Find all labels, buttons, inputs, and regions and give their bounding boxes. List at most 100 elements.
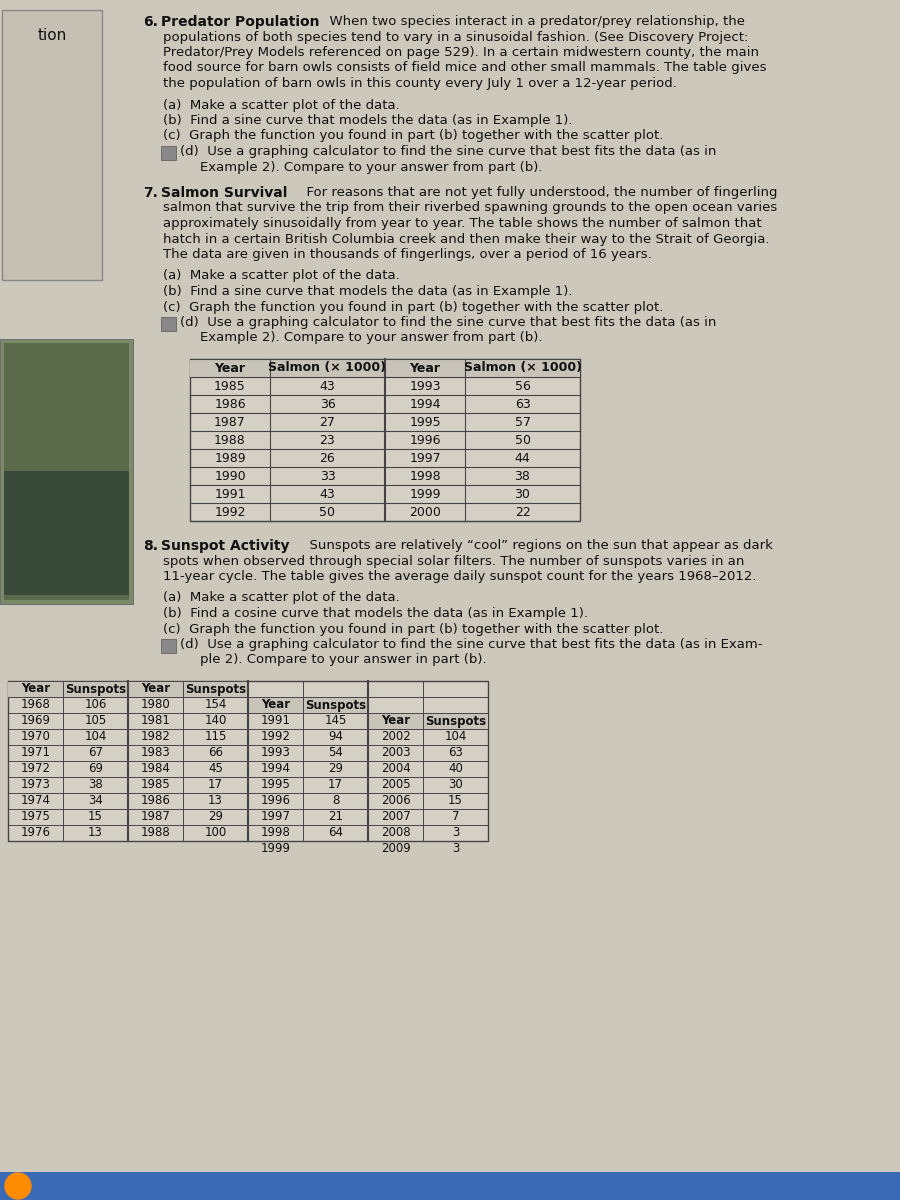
- Text: 1999: 1999: [410, 487, 441, 500]
- Text: 17: 17: [208, 779, 223, 792]
- Text: Salmon (× 1000): Salmon (× 1000): [464, 361, 581, 374]
- Bar: [368, 713, 488, 728]
- Text: For reasons that are not yet fully understood, the number of fingerling: For reasons that are not yet fully under…: [298, 186, 778, 199]
- Text: 104: 104: [85, 731, 107, 744]
- Text: 106: 106: [85, 698, 107, 712]
- Text: 29: 29: [328, 762, 343, 775]
- Text: 1987: 1987: [214, 415, 246, 428]
- Text: 63: 63: [448, 746, 463, 760]
- Text: (a)  Make a scatter plot of the data.: (a) Make a scatter plot of the data.: [163, 270, 400, 282]
- Bar: [2, 10, 102, 280]
- Text: 1987: 1987: [140, 810, 170, 823]
- Text: 1976: 1976: [21, 827, 50, 840]
- Text: 8: 8: [332, 794, 339, 808]
- Text: 104: 104: [445, 731, 467, 744]
- Text: 38: 38: [515, 469, 530, 482]
- Text: Example 2). Compare to your answer from part (b).: Example 2). Compare to your answer from …: [200, 331, 543, 344]
- Text: 34: 34: [88, 794, 103, 808]
- Text: tion: tion: [38, 28, 67, 43]
- Text: 30: 30: [515, 487, 530, 500]
- Text: Year: Year: [381, 714, 410, 727]
- Text: 1991: 1991: [260, 714, 291, 727]
- Text: 36: 36: [320, 397, 336, 410]
- Text: 1983: 1983: [140, 746, 170, 760]
- Text: 2004: 2004: [381, 762, 410, 775]
- Text: (a)  Make a scatter plot of the data.: (a) Make a scatter plot of the data.: [163, 98, 400, 112]
- Text: Year: Year: [261, 698, 290, 712]
- Text: spots when observed through special solar filters. The number of sunspots varies: spots when observed through special sola…: [163, 554, 744, 568]
- Text: (d)  Use a graphing calculator to find the sine curve that best fits the data (a: (d) Use a graphing calculator to find th…: [180, 145, 716, 158]
- Text: approximately sinusoidally from year to year. The table shows the number of salm: approximately sinusoidally from year to …: [163, 217, 761, 230]
- Text: hatch in a certain British Columbia creek and then make their way to the Strait : hatch in a certain British Columbia cree…: [163, 233, 769, 246]
- Text: 1982: 1982: [140, 731, 170, 744]
- Text: 1997: 1997: [410, 451, 441, 464]
- Text: 2005: 2005: [381, 779, 410, 792]
- Text: 30: 30: [448, 779, 463, 792]
- Text: 50: 50: [320, 505, 336, 518]
- Text: 67: 67: [88, 746, 103, 760]
- Text: Year: Year: [21, 683, 50, 696]
- Text: 45: 45: [208, 762, 223, 775]
- Text: the population of barn owls in this county every July 1 over a 12-year period.: the population of barn owls in this coun…: [163, 77, 677, 90]
- Text: 154: 154: [204, 698, 227, 712]
- Bar: [8, 680, 488, 841]
- Bar: [161, 638, 176, 653]
- Text: salmon that survive the trip from their riverbed spawning grounds to the open oc: salmon that survive the trip from their …: [163, 202, 778, 215]
- Text: 1969: 1969: [21, 714, 50, 727]
- Text: 1989: 1989: [214, 451, 246, 464]
- Text: 1998: 1998: [261, 827, 291, 840]
- Text: Salmon (× 1000): Salmon (× 1000): [268, 361, 386, 374]
- Text: 1993: 1993: [410, 379, 441, 392]
- Text: 1998: 1998: [410, 469, 441, 482]
- Text: 1996: 1996: [260, 794, 291, 808]
- Text: 27: 27: [320, 415, 336, 428]
- Text: 100: 100: [204, 827, 227, 840]
- Text: The data are given in thousands of fingerlings, over a period of 16 years.: The data are given in thousands of finge…: [163, 248, 652, 260]
- Text: Predator Population: Predator Population: [161, 14, 320, 29]
- Text: 1988: 1988: [214, 433, 246, 446]
- Text: 38: 38: [88, 779, 103, 792]
- Text: 140: 140: [204, 714, 227, 727]
- Bar: [190, 359, 580, 377]
- Text: 33: 33: [320, 469, 336, 482]
- Text: food source for barn owls consists of field mice and other small mammals. The ta: food source for barn owls consists of fi…: [163, 61, 767, 74]
- Text: 1981: 1981: [140, 714, 170, 727]
- Text: Sunspot Activity: Sunspot Activity: [161, 539, 290, 553]
- Text: 1995: 1995: [261, 779, 291, 792]
- Text: 115: 115: [204, 731, 227, 744]
- Text: 1980: 1980: [140, 698, 170, 712]
- Text: 2002: 2002: [381, 731, 410, 744]
- Text: 63: 63: [515, 397, 530, 410]
- Text: 1974: 1974: [21, 794, 50, 808]
- Text: 64: 64: [328, 827, 343, 840]
- Text: 1994: 1994: [260, 762, 291, 775]
- Text: 1975: 1975: [21, 810, 50, 823]
- Text: (c)  Graph the function you found in part (b) together with the scatter plot.: (c) Graph the function you found in part…: [163, 130, 663, 143]
- Text: 44: 44: [515, 451, 530, 464]
- Bar: [190, 359, 580, 521]
- Text: (b)  Find a sine curve that models the data (as in Example 1).: (b) Find a sine curve that models the da…: [163, 114, 572, 127]
- Text: 13: 13: [208, 794, 223, 808]
- Text: 26: 26: [320, 451, 336, 464]
- Text: 1986: 1986: [214, 397, 246, 410]
- Text: 7: 7: [452, 810, 459, 823]
- Text: 1972: 1972: [21, 762, 50, 775]
- Text: 40: 40: [448, 762, 463, 775]
- Text: (a)  Make a scatter plot of the data.: (a) Make a scatter plot of the data.: [163, 592, 400, 605]
- Text: 3: 3: [452, 842, 459, 856]
- Text: 1993: 1993: [261, 746, 291, 760]
- Text: Salmon Survival: Salmon Survival: [161, 186, 287, 200]
- Text: 2000: 2000: [410, 505, 441, 518]
- Text: 69: 69: [88, 762, 103, 775]
- Text: 1992: 1992: [260, 731, 291, 744]
- Text: 1997: 1997: [260, 810, 291, 823]
- Text: (d)  Use a graphing calculator to find the sine curve that best fits the data (a: (d) Use a graphing calculator to find th…: [180, 316, 716, 329]
- Text: Year: Year: [214, 361, 246, 374]
- Text: Sunspots: Sunspots: [425, 714, 486, 727]
- Text: 105: 105: [85, 714, 106, 727]
- Text: 3: 3: [452, 827, 459, 840]
- Text: ple 2). Compare to your answer in part (b).: ple 2). Compare to your answer in part (…: [200, 654, 487, 666]
- Text: 1985: 1985: [140, 779, 170, 792]
- Text: 13: 13: [88, 827, 103, 840]
- Text: Sunspots: Sunspots: [65, 683, 126, 696]
